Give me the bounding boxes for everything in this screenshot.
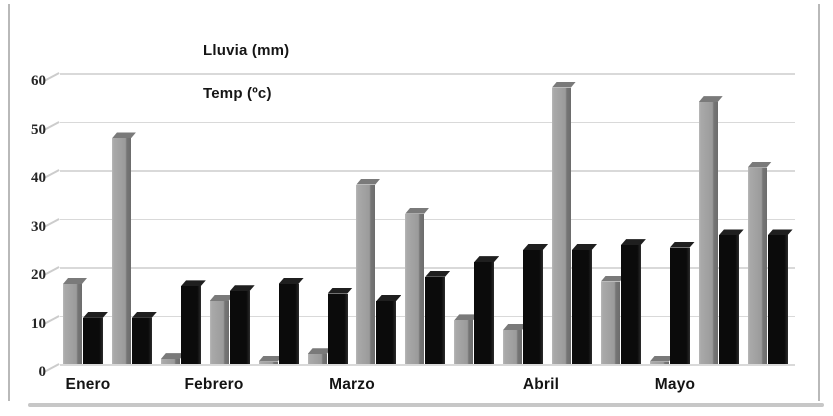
month-label-abril: Abril xyxy=(522,376,560,393)
temp-bar xyxy=(131,317,152,364)
temp-bar xyxy=(229,291,250,364)
y-tick-label: 0 xyxy=(38,364,47,380)
rain-bar xyxy=(600,281,620,364)
rain-bar xyxy=(405,213,425,364)
temp-bar xyxy=(376,300,397,364)
temp-bar xyxy=(572,250,592,364)
temp-bar xyxy=(278,283,299,364)
gridline-30 xyxy=(60,218,795,220)
temp-bar xyxy=(83,317,103,364)
frame-left-border xyxy=(8,4,10,401)
temp-bar xyxy=(327,293,348,364)
temp-bar xyxy=(767,235,788,364)
month-label-febrero: Febrero xyxy=(184,376,244,393)
temp-bar xyxy=(669,247,690,364)
temp-bar xyxy=(180,286,201,364)
y-tick-label: 30 xyxy=(31,218,46,235)
chart-bottom-border xyxy=(28,403,824,407)
rain-bar xyxy=(258,361,278,364)
y-tick-label: 50 xyxy=(31,121,46,138)
temp-bar xyxy=(718,235,739,364)
gridline-60 xyxy=(60,73,795,75)
temp-bar xyxy=(523,250,544,364)
rain-bar xyxy=(698,102,718,364)
rain-bar xyxy=(552,87,571,364)
month-label-marzo: Marzo xyxy=(329,376,375,393)
rain-bar xyxy=(503,330,523,364)
temp-bar xyxy=(474,262,495,364)
temp-bar xyxy=(620,245,641,364)
rain-bar xyxy=(209,300,229,364)
y-tick-label: 10 xyxy=(31,315,46,332)
frame-right-border xyxy=(818,4,820,401)
rain-bar xyxy=(356,184,376,364)
rain-bar xyxy=(649,361,669,364)
rain-bar xyxy=(747,167,767,364)
y-tick-label: 40 xyxy=(31,170,46,186)
gridline-0 xyxy=(60,364,795,366)
temp-bar xyxy=(425,276,446,364)
gridline-50 xyxy=(60,121,795,123)
rain-bar xyxy=(454,320,474,364)
y-tick-label: 20 xyxy=(31,267,46,283)
rain-bar xyxy=(160,359,180,364)
y-tick-label: 60 xyxy=(31,73,46,89)
rain-bar xyxy=(63,283,82,364)
legend-rain-label: Lluvia (mm) xyxy=(203,42,290,59)
legend-temp-label: Temp (ºc) xyxy=(203,85,272,102)
gridline-20 xyxy=(60,267,795,269)
rain-bar xyxy=(307,354,327,364)
month-label-mayo: Mayo xyxy=(654,376,696,393)
rain-bar xyxy=(111,138,131,364)
gridline-40 xyxy=(60,170,795,172)
month-label-enero: Enero xyxy=(65,376,111,393)
